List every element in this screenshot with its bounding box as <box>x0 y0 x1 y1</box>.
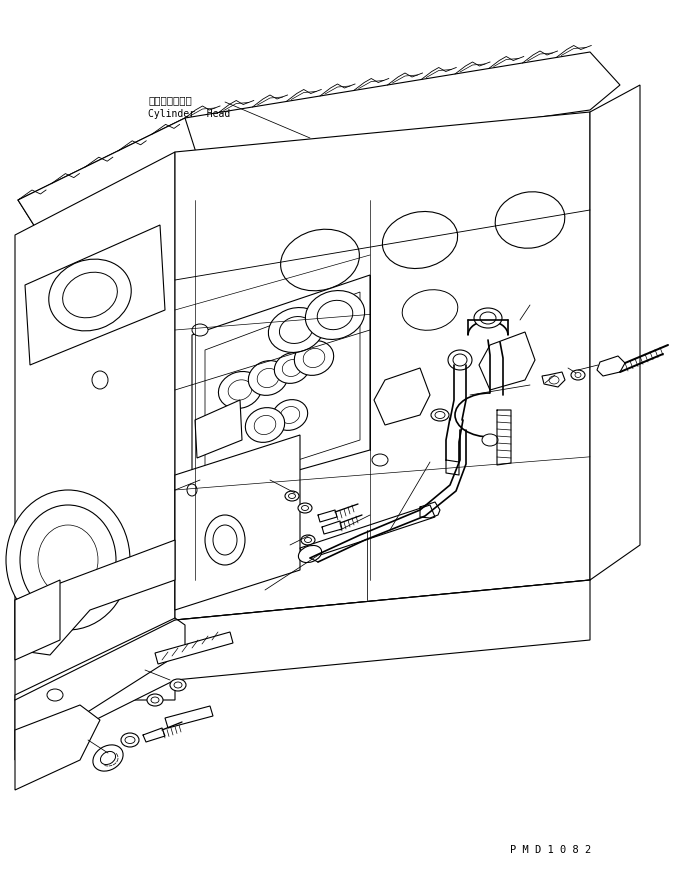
Ellipse shape <box>402 290 458 330</box>
Polygon shape <box>542 372 565 387</box>
Ellipse shape <box>274 353 310 383</box>
Ellipse shape <box>254 416 276 435</box>
Polygon shape <box>205 292 360 490</box>
Ellipse shape <box>281 407 300 423</box>
Ellipse shape <box>279 317 312 344</box>
Ellipse shape <box>495 192 565 248</box>
Polygon shape <box>374 368 430 425</box>
Ellipse shape <box>289 493 296 499</box>
Ellipse shape <box>100 752 115 765</box>
Polygon shape <box>192 275 370 500</box>
Ellipse shape <box>205 515 245 565</box>
Ellipse shape <box>303 348 325 367</box>
Polygon shape <box>15 580 60 660</box>
Ellipse shape <box>121 733 139 747</box>
Ellipse shape <box>317 300 353 330</box>
Ellipse shape <box>482 434 498 446</box>
Polygon shape <box>18 118 200 238</box>
Ellipse shape <box>213 525 237 555</box>
Ellipse shape <box>448 350 472 370</box>
Ellipse shape <box>283 360 302 376</box>
Polygon shape <box>155 632 233 664</box>
Polygon shape <box>175 435 300 610</box>
Ellipse shape <box>49 259 131 331</box>
Polygon shape <box>15 580 590 760</box>
Ellipse shape <box>93 745 123 771</box>
Ellipse shape <box>382 212 457 269</box>
Ellipse shape <box>480 312 496 324</box>
Ellipse shape <box>20 505 116 615</box>
Polygon shape <box>590 85 640 580</box>
Ellipse shape <box>187 484 197 496</box>
Ellipse shape <box>147 694 163 706</box>
Ellipse shape <box>272 400 307 430</box>
Polygon shape <box>18 52 620 238</box>
Ellipse shape <box>92 371 108 389</box>
Ellipse shape <box>218 372 262 409</box>
Polygon shape <box>15 705 100 790</box>
Ellipse shape <box>151 697 159 703</box>
Polygon shape <box>165 706 213 728</box>
Ellipse shape <box>453 354 467 366</box>
Polygon shape <box>15 152 175 700</box>
Ellipse shape <box>299 545 321 563</box>
Ellipse shape <box>435 411 445 418</box>
Ellipse shape <box>268 307 323 353</box>
Ellipse shape <box>125 737 135 744</box>
Ellipse shape <box>228 380 252 400</box>
Text: シリンダヘッド: シリンダヘッド <box>148 95 191 105</box>
Ellipse shape <box>298 503 312 513</box>
Ellipse shape <box>575 373 581 377</box>
Polygon shape <box>25 225 165 365</box>
Text: Cylinder  Head: Cylinder Head <box>148 109 230 119</box>
Ellipse shape <box>305 537 312 542</box>
Ellipse shape <box>305 290 365 340</box>
Polygon shape <box>175 112 590 620</box>
Ellipse shape <box>192 324 208 336</box>
Ellipse shape <box>372 454 388 466</box>
Ellipse shape <box>6 490 130 630</box>
Ellipse shape <box>431 409 449 421</box>
Text: P M D 1 0 8 2: P M D 1 0 8 2 <box>510 845 591 855</box>
Ellipse shape <box>301 535 315 545</box>
Polygon shape <box>479 332 535 390</box>
Polygon shape <box>195 400 242 458</box>
Ellipse shape <box>474 308 502 328</box>
Ellipse shape <box>285 491 299 501</box>
Ellipse shape <box>257 368 279 388</box>
Ellipse shape <box>301 506 308 510</box>
Ellipse shape <box>549 376 559 384</box>
Ellipse shape <box>170 679 186 691</box>
Polygon shape <box>300 505 435 560</box>
Polygon shape <box>15 618 185 750</box>
Ellipse shape <box>281 229 359 290</box>
Ellipse shape <box>63 272 117 318</box>
Ellipse shape <box>294 340 334 375</box>
Polygon shape <box>15 540 175 655</box>
Ellipse shape <box>245 408 285 443</box>
Ellipse shape <box>174 682 182 688</box>
Ellipse shape <box>571 370 585 380</box>
Ellipse shape <box>47 689 63 701</box>
Polygon shape <box>42 165 200 262</box>
Ellipse shape <box>248 360 287 396</box>
Polygon shape <box>597 356 625 376</box>
